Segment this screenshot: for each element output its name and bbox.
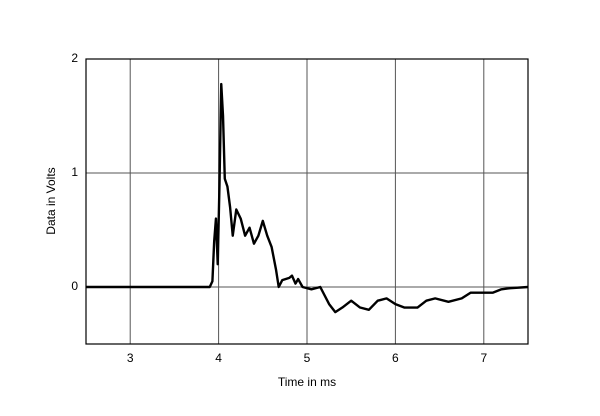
y-tick-label: 2 — [71, 51, 78, 65]
y-tick-label: 0 — [71, 279, 78, 293]
plot-frame — [85, 58, 529, 345]
y-tick-label: 1 — [71, 165, 78, 179]
y-axis-label: Data in Volts — [44, 167, 58, 234]
x-tick-label: 6 — [392, 351, 399, 365]
x-axis-label: Time in ms — [278, 375, 336, 389]
data-line — [86, 82, 529, 314]
x-tick-label: 3 — [127, 351, 134, 365]
x-tick-label: 7 — [480, 351, 487, 365]
x-tick-label: 5 — [304, 351, 311, 365]
x-tick-label: 4 — [215, 351, 222, 365]
